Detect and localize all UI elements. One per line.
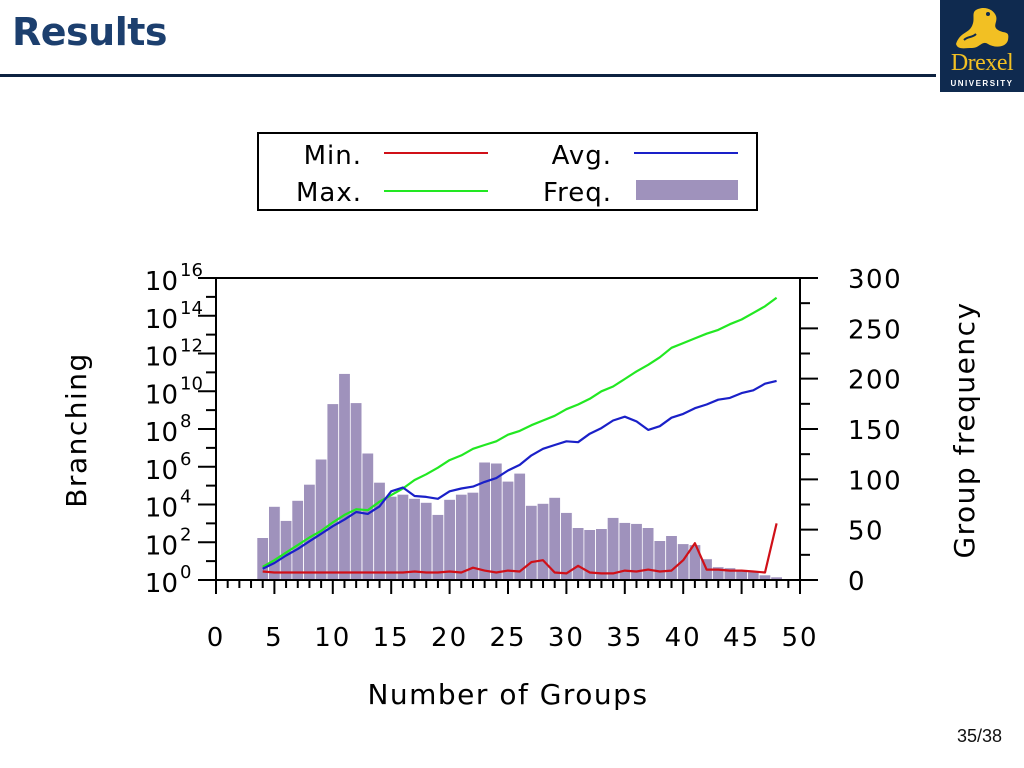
frequency-bars — [256, 373, 783, 581]
frequency-bar — [396, 494, 409, 581]
y-tick-exponent: 6 — [180, 449, 191, 470]
frequency-bar — [408, 498, 421, 581]
frequency-bar — [677, 543, 690, 581]
legend-swatch-freq — [636, 180, 738, 200]
page-number: 35/38 — [956, 726, 1002, 746]
legend-label-avg: Avg. — [552, 141, 612, 171]
y2-tick-label: 150 — [848, 416, 902, 446]
frequency-bar — [642, 527, 655, 581]
x-tick-label: 10 — [314, 623, 351, 653]
frequency-bar — [361, 452, 374, 581]
y2-tick-label: 0 — [848, 567, 866, 597]
y-tick-label: 10 — [145, 418, 178, 448]
y-tick-exponent: 0 — [180, 562, 191, 583]
x-tick-label: 30 — [548, 623, 585, 653]
series-line-avg — [262, 379, 777, 570]
x-tick-label: 15 — [373, 623, 410, 653]
frequency-bar — [455, 494, 468, 581]
series-line-max — [262, 296, 778, 568]
x-tick-label: 20 — [431, 623, 468, 653]
y2-tick-label: 200 — [848, 366, 902, 396]
frequency-bar — [490, 462, 503, 581]
frequency-bar — [513, 472, 526, 581]
y-tick-label: 10 — [145, 380, 178, 410]
frequency-bar — [268, 506, 281, 581]
y-tick-exponent: 2 — [180, 524, 191, 545]
x-tick-label: 50 — [781, 623, 818, 653]
chart-legend: Min. Avg. Max. Freq. — [257, 132, 758, 211]
y-tick-exponent: 12 — [180, 336, 203, 357]
y2-axis-label: Group frequency — [948, 301, 981, 558]
frequency-bar — [572, 527, 585, 581]
y-tick-exponent: 8 — [180, 411, 191, 432]
series-line-min — [262, 523, 778, 575]
frequency-bar — [653, 540, 666, 581]
y-tick-label: 10 — [145, 343, 178, 373]
y-tick-exponent: 4 — [180, 487, 191, 508]
frequency-bar — [501, 480, 514, 581]
x-tick-label: 35 — [606, 623, 643, 653]
frequency-bar — [326, 403, 339, 581]
frequency-bar — [350, 402, 363, 581]
slide-title: Results — [12, 10, 168, 54]
y-tick-label: 10 — [145, 494, 178, 524]
dragon-icon — [956, 7, 1009, 49]
x-axis-label: Number of Groups — [367, 678, 648, 711]
frequency-bar — [385, 496, 398, 581]
frequency-bar — [431, 514, 444, 581]
drexel-logo: Drexel UNIVERSITY — [940, 0, 1024, 92]
y-axis-label: Branching — [60, 352, 93, 508]
y-tick-label: 10 — [145, 305, 178, 335]
y-tick-label: 10 — [145, 267, 178, 297]
y2-tick-label: 250 — [848, 315, 902, 345]
frequency-bar — [303, 484, 316, 581]
frequency-bar — [338, 373, 351, 581]
frequency-bar — [525, 505, 538, 581]
y-tick-exponent: 10 — [180, 373, 203, 394]
y-tick-exponent: 16 — [180, 260, 203, 281]
frequency-bar — [607, 517, 620, 581]
y2-tick-label: 50 — [848, 517, 884, 547]
x-tick-label: 0 — [207, 623, 226, 653]
frequency-bar — [747, 571, 760, 581]
frequency-bar — [665, 535, 678, 581]
frequency-bar — [443, 499, 456, 581]
x-tick-label: 5 — [265, 623, 284, 653]
legend-label-freq: Freq. — [543, 178, 612, 208]
frequency-bar — [256, 537, 269, 581]
logo-subtitle: UNIVERSITY — [950, 79, 1014, 88]
legend-label-min: Min. — [304, 141, 362, 171]
y-tick-label: 10 — [145, 569, 178, 599]
logo-wordmark: Drexel — [950, 50, 1014, 76]
frequency-bar — [315, 458, 328, 581]
y-tick-label: 10 — [145, 531, 178, 561]
y-tick-exponent: 14 — [180, 298, 203, 319]
title-divider — [0, 74, 936, 77]
frequency-bar — [291, 500, 304, 581]
x-tick-label: 25 — [489, 623, 526, 653]
branching-lines — [262, 296, 778, 575]
x-tick-label: 40 — [665, 623, 702, 653]
y2-tick-label: 300 — [848, 265, 902, 295]
legend-label-max: Max. — [296, 178, 362, 208]
y-tick-label: 10 — [145, 456, 178, 486]
x-tick-label: 45 — [723, 623, 760, 653]
frequency-bar — [536, 503, 549, 581]
frequency-bar — [373, 482, 386, 581]
y2-tick-label: 100 — [848, 466, 902, 496]
frequency-bar — [420, 502, 433, 581]
